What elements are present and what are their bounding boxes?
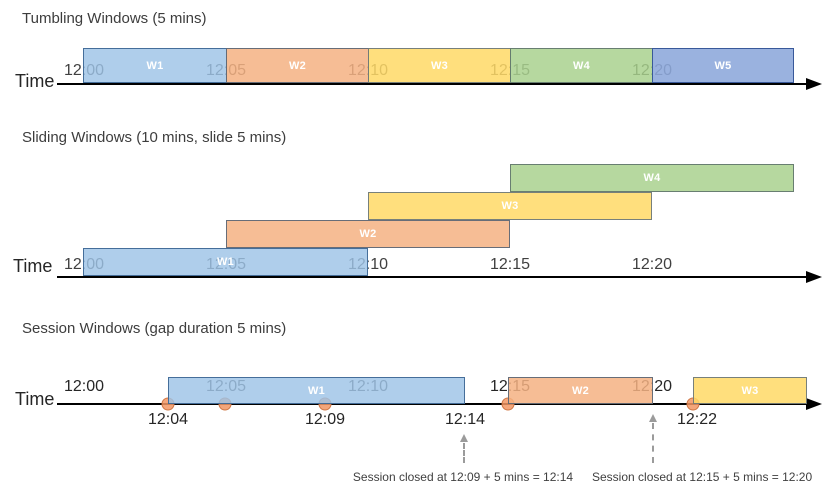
window-label: W5 (714, 59, 732, 72)
dashed-arrowhead-icon (649, 414, 657, 422)
window-label: W4 (572, 59, 591, 72)
session-close-time-label: 12:14 (444, 411, 486, 428)
tick-label: 12:00 (63, 378, 105, 395)
window-label: W2 (288, 59, 307, 72)
window-label: W1 (307, 384, 326, 397)
window-label: W3 (430, 59, 449, 72)
tumbling-window-w3: W3 (368, 48, 511, 83)
timeline-axis (57, 83, 808, 85)
time-axis-label: Time (13, 256, 53, 276)
tumbling-window-w1: W1 (83, 48, 227, 83)
session-window-w3: W3 (693, 377, 807, 404)
tumbling-section-title: Tumbling Windows (5 mins) (22, 10, 207, 27)
session-section-title: Session Windows (gap duration 5 mins) (22, 320, 287, 337)
time-axis-label: Time (15, 71, 55, 91)
timeline-axis (57, 276, 808, 278)
session-window-w1: W1 (168, 377, 465, 404)
window-label: W2 (571, 384, 590, 397)
tumbling-window-w4: W4 (510, 48, 653, 83)
timeline-axis (57, 403, 808, 405)
axis-arrowhead-icon (806, 398, 822, 410)
event-time-label: 12:09 (304, 411, 346, 428)
session-window-w2: W2 (508, 377, 653, 404)
sliding-window-w4: W4 (510, 164, 794, 192)
axis-arrowhead-icon (806, 271, 822, 283)
window-label: W1 (146, 59, 164, 72)
event-time-label: 12:22 (676, 411, 718, 428)
window-label: W3 (741, 384, 759, 397)
event-time-label: 12:04 (147, 411, 189, 428)
sliding-section-title: Sliding Windows (10 mins, slide 5 mins) (22, 129, 287, 146)
window-label: W2 (359, 228, 377, 240)
sliding-window-w1: W1 (83, 248, 368, 276)
time-axis-label: Time (15, 389, 55, 409)
window-label: W4 (643, 172, 661, 184)
tick-label: 12:20 (631, 256, 673, 273)
axis-arrowhead-icon (806, 78, 822, 90)
dashed-arrowhead-icon (460, 434, 468, 442)
sliding-window-w2: W2 (226, 220, 510, 248)
tumbling-window-w2: W2 (226, 48, 369, 83)
dashed-arrow-line (652, 423, 654, 463)
sliding-window-w3: W3 (368, 192, 652, 220)
tick-label: 12:15 (489, 256, 531, 273)
window-label: W3 (501, 200, 519, 212)
tumbling-window-w5: W5 (652, 48, 794, 83)
window-label: W1 (216, 256, 235, 268)
session-closed-annotation: Session closed at 12:15 + 5 mins = 12:20 (592, 470, 813, 484)
session-closed-annotation: Session closed at 12:09 + 5 mins = 12:14 (352, 470, 574, 484)
dashed-arrow-line (463, 443, 465, 463)
